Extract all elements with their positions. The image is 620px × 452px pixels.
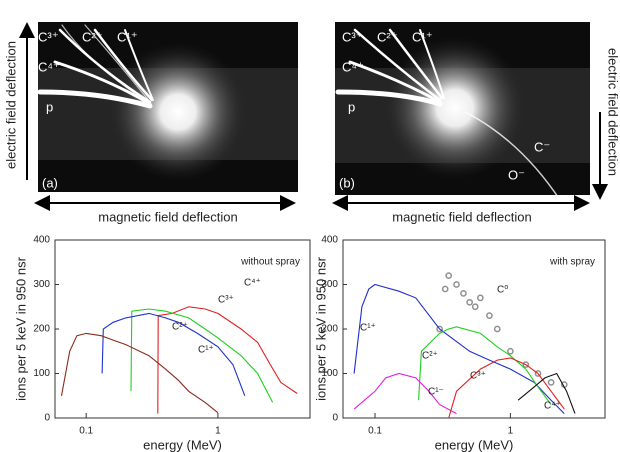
x-axis-label: energy (MeV) [143,437,222,452]
series-line [353,283,565,414]
data-point [522,361,530,368]
arrow-label: magnetic field deflection [98,209,237,224]
y-tick-label: 200 [321,324,338,335]
curve-label: C⁰ [497,285,508,296]
ion-label: O¹⁺ [400,9,421,24]
y-tick-label: 400 [321,235,338,246]
ion-label: C²⁺ [377,29,398,44]
ion-label: C⁴⁺ [342,59,364,74]
series-line [130,308,274,403]
ion-label: C³⁺ [342,29,363,44]
x-tick-label: 0.1 [368,426,382,437]
ion-label: O²⁺ [374,9,395,24]
ion-label: O³⁺ [50,9,71,24]
x-tick-label: 0.1 [79,426,93,437]
arrow-label: magnetic field deflection [392,209,531,224]
data-point [453,281,460,288]
curve-label: C³⁺ [218,295,234,306]
curve-label: C²⁺ [172,322,188,333]
data-point [471,303,479,311]
curve-label: C¹⁻ [428,387,444,398]
data-point [436,325,443,333]
series-line [418,326,552,405]
ion-label: p [348,99,355,114]
curve-label: C¹⁺ [360,323,376,334]
data-point [466,298,473,306]
curve-label: C¹⁺ [198,345,214,356]
x-axis-label: energy (MeV) [435,437,514,452]
y-axis-label: ions per 5 keV in 950 nsr [13,256,28,400]
annotation: without spray [240,257,300,268]
arrows [19,22,608,211]
data-point [507,347,514,355]
y-tick-label: 200 [33,324,50,335]
ion-label: C²⁺ [82,29,103,44]
curve-label: C³⁺ [470,371,486,382]
y-tick-label: 100 [321,368,338,379]
detector-image-b [335,22,590,201]
data-point [486,312,493,319]
y-tick-label: 0 [44,413,50,424]
y-tick-label: 300 [321,279,338,290]
ion-label: O¹⁺ [106,9,127,24]
ion-label: O²⁺ [80,9,101,24]
data-point [493,325,501,333]
series-line [353,372,457,415]
y-axis-label: ions per 5 keV in 950 nsr [313,256,328,400]
series-line [101,312,246,396]
ion-label: p [46,99,53,114]
y-tick-label: 300 [33,279,50,290]
curve-label: C⁴⁺ [544,401,561,412]
y-tick-label: 400 [33,235,50,246]
ion-label: C⁻ [534,139,550,154]
x-tick-label: 1 [215,426,221,437]
data-point [445,272,453,279]
arrow-label: electric field deflection [3,41,18,169]
ion-label: C³⁺ [38,29,59,44]
series-line [448,357,565,419]
data-point [534,370,542,377]
panel-tag: (a) [42,175,58,190]
y-tick-label: 100 [33,368,50,379]
arrow-label: electric field deflection [606,48,620,176]
ion-label: C¹⁺ [117,29,138,44]
series-line [157,306,298,414]
x-tick-label: 1 [508,426,514,437]
y-tick-label: 0 [332,413,338,424]
data-point [460,290,467,297]
data-point [441,285,449,293]
detector-image-a [37,22,298,192]
series-line [60,332,219,414]
data-point [477,294,484,302]
curve-label: C²⁺ [422,351,438,362]
data-point [547,379,555,386]
series-line [517,372,576,414]
annotation: with spray [549,257,595,268]
ion-label: C¹⁺ [412,29,433,44]
ion-label: O⁻ [508,167,525,182]
ion-label: C⁴⁺ [38,59,60,74]
panel-tag: (b) [339,175,355,190]
curve-label: C⁴⁺ [244,278,261,289]
